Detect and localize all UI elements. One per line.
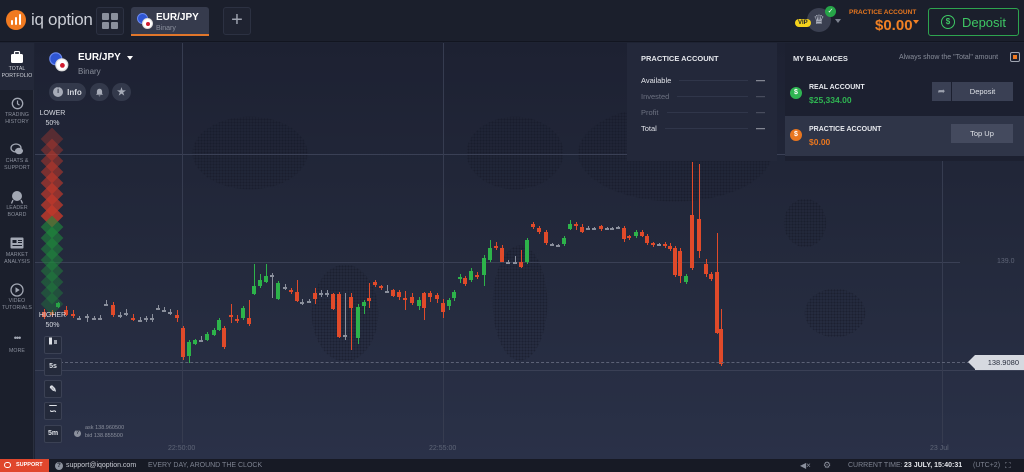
logo-text: iq option bbox=[31, 10, 93, 29]
x-axis-label: 22:50:00 bbox=[168, 445, 196, 452]
support-button[interactable]: SUPPORT bbox=[0, 459, 49, 472]
sidebar-item-video-tutorials[interactable]: VIDEO TUTORIALS bbox=[0, 283, 34, 323]
sidebar-item-total-portfolio[interactable]: TOTAL PORTFOLIO bbox=[0, 43, 34, 90]
practice-balance: $0.00 bbox=[809, 137, 831, 147]
footer-bar: SUPPORT ? support@iqoption.com EVERY DAY… bbox=[0, 459, 1024, 472]
deposit-label: Deposit bbox=[961, 14, 1007, 30]
always-show-total-label: Always show the "Total" amount bbox=[899, 54, 999, 61]
share-icon[interactable]: ➦ bbox=[932, 82, 951, 101]
my-balances-panel: MY BALANCES Always show the "Total" amou… bbox=[785, 43, 1024, 161]
practice-account-panel: PRACTICE ACCOUNT Available — Invested — Pr… bbox=[627, 43, 777, 161]
support-email-link[interactable]: support@iqoption.com bbox=[66, 462, 137, 469]
panel-title: MY BALANCES bbox=[793, 54, 848, 63]
eur-jpy-flag-icon bbox=[137, 13, 155, 31]
real-account-row[interactable]: $ REAL ACCOUNT $25,334.00 ➦ Deposit bbox=[785, 74, 1024, 114]
total-row: Total — bbox=[641, 123, 765, 133]
bell-icon[interactable] bbox=[90, 83, 109, 101]
briefcase-icon bbox=[10, 50, 24, 63]
available-row: Available — bbox=[641, 75, 765, 85]
lower-label: LOWER bbox=[39, 110, 66, 117]
asset-tab-eur-jpy[interactable]: EUR/JPY Binary bbox=[131, 7, 209, 36]
chevron-down-icon bbox=[835, 19, 841, 23]
history-icon bbox=[10, 97, 24, 110]
candle-interval-button[interactable]: 5s bbox=[44, 358, 62, 376]
x-axis-label: 23 Jul bbox=[930, 445, 949, 452]
current-price-tag: 138.9080 bbox=[968, 355, 1024, 370]
invested-row: Invested — bbox=[641, 91, 765, 101]
vip-badge: VIP bbox=[795, 19, 811, 27]
real-deposit-button[interactable]: Deposit bbox=[952, 82, 1013, 101]
bid-price: bid 138.855500 bbox=[85, 433, 123, 439]
sidebar-item-more[interactable]: ••• MORE bbox=[9, 333, 25, 354]
info-button[interactable]: i Info bbox=[49, 83, 86, 101]
asset-tab-title: EUR/JPY bbox=[156, 12, 199, 23]
top-header: iq option EUR/JPY Binary + VIP ♛ ✓ PRACT… bbox=[0, 0, 1024, 42]
support-hours: EVERY DAY, AROUND THE CLOCK bbox=[148, 462, 263, 469]
higher-percent: 50% bbox=[45, 322, 60, 329]
logo-icon bbox=[6, 10, 26, 30]
lower-percent: 50% bbox=[45, 120, 60, 127]
sound-mute-icon[interactable]: ◀× bbox=[800, 461, 811, 470]
news-icon bbox=[10, 237, 24, 249]
real-balance: $25,334.00 bbox=[809, 95, 852, 105]
current-time-label: CURRENT TIME: bbox=[848, 462, 903, 469]
chat-icon bbox=[10, 143, 24, 155]
deposit-icon: $ bbox=[940, 15, 955, 29]
practice-account-row[interactable]: $ PRACTICE ACCOUNT $0.00 Top Up bbox=[785, 116, 1024, 156]
help-icon: ? bbox=[55, 462, 63, 470]
sidebar-item-leaderboard[interactable]: LEADER BOARD bbox=[0, 190, 34, 230]
account-balance[interactable]: $0.00 bbox=[875, 17, 913, 34]
draw-tool-icon[interactable]: ✎ bbox=[44, 380, 62, 398]
info-icon: i bbox=[53, 87, 64, 97]
more-icon: ••• bbox=[13, 333, 21, 343]
eur-jpy-flag-icon bbox=[49, 52, 71, 74]
current-time-value: 23 JULY, 15:40:31 bbox=[904, 462, 963, 469]
timeframe-button[interactable]: 5m bbox=[44, 425, 62, 443]
balance-chevron-down-icon[interactable] bbox=[913, 20, 919, 24]
add-tab-button[interactable]: + bbox=[223, 7, 251, 35]
help-icon[interactable]: ? bbox=[74, 430, 81, 437]
always-show-total-checkbox[interactable] bbox=[1010, 52, 1020, 62]
ask-price: ask 138.960500 bbox=[85, 425, 125, 431]
asset-tab-subtitle: Binary bbox=[156, 25, 176, 32]
panel-title: PRACTICE ACCOUNT bbox=[641, 54, 719, 63]
leaderboard-icon bbox=[10, 190, 24, 204]
y-axis-label: 139.0 bbox=[997, 258, 1015, 265]
sidebar-item-chats-support[interactable]: CHATS & SUPPORT bbox=[0, 143, 34, 183]
deposit-button[interactable]: $ Deposit bbox=[928, 8, 1019, 36]
asset-name: EUR/JPY bbox=[78, 52, 121, 63]
profile-avatar[interactable]: VIP ♛ ✓ bbox=[795, 6, 845, 36]
star-icon[interactable]: ★ bbox=[112, 83, 131, 101]
sidebar-item-market-analysis[interactable]: MARKET ANALYSIS bbox=[0, 237, 34, 277]
sidebar-item-trading-history[interactable]: TRADING HISTORY bbox=[0, 97, 34, 137]
gridline-horizontal bbox=[35, 370, 1024, 371]
chart-type-button[interactable] bbox=[44, 336, 62, 354]
play-icon bbox=[10, 283, 24, 297]
gear-icon[interactable]: ⚙ bbox=[823, 460, 832, 470]
gridline-horizontal bbox=[35, 154, 1024, 155]
gridline-horizontal bbox=[35, 262, 960, 263]
chevron-down-icon bbox=[127, 56, 133, 60]
gridline-vertical bbox=[443, 43, 444, 443]
asset-type: Binary bbox=[78, 67, 101, 76]
current-price-line bbox=[60, 362, 970, 363]
x-axis-label: 22:55:00 bbox=[429, 445, 457, 452]
account-type-label[interactable]: PRACTICE ACCOUNT bbox=[849, 9, 917, 16]
dollar-coin-icon: $ bbox=[790, 129, 802, 141]
top-up-button[interactable]: Top Up bbox=[951, 124, 1013, 143]
grid-icon[interactable] bbox=[96, 7, 124, 35]
gridline-vertical bbox=[182, 43, 183, 443]
fullscreen-icon[interactable]: ⛶ bbox=[1005, 461, 1011, 470]
timezone: (UTC+2) bbox=[973, 462, 1001, 469]
left-sidebar: TOTAL PORTFOLIO TRADING HISTORY CHATS & … bbox=[0, 43, 34, 459]
higher-label: HIGHER bbox=[38, 312, 67, 319]
iq-option-logo[interactable]: iq option bbox=[6, 10, 93, 30]
dollar-coin-icon: $ bbox=[790, 87, 802, 99]
chat-icon bbox=[4, 462, 11, 468]
profit-row: Profit — bbox=[641, 107, 765, 117]
gridline-vertical bbox=[942, 43, 943, 443]
verified-check-icon: ✓ bbox=[825, 6, 836, 17]
indicator-icon[interactable]: ∽ bbox=[44, 402, 62, 420]
